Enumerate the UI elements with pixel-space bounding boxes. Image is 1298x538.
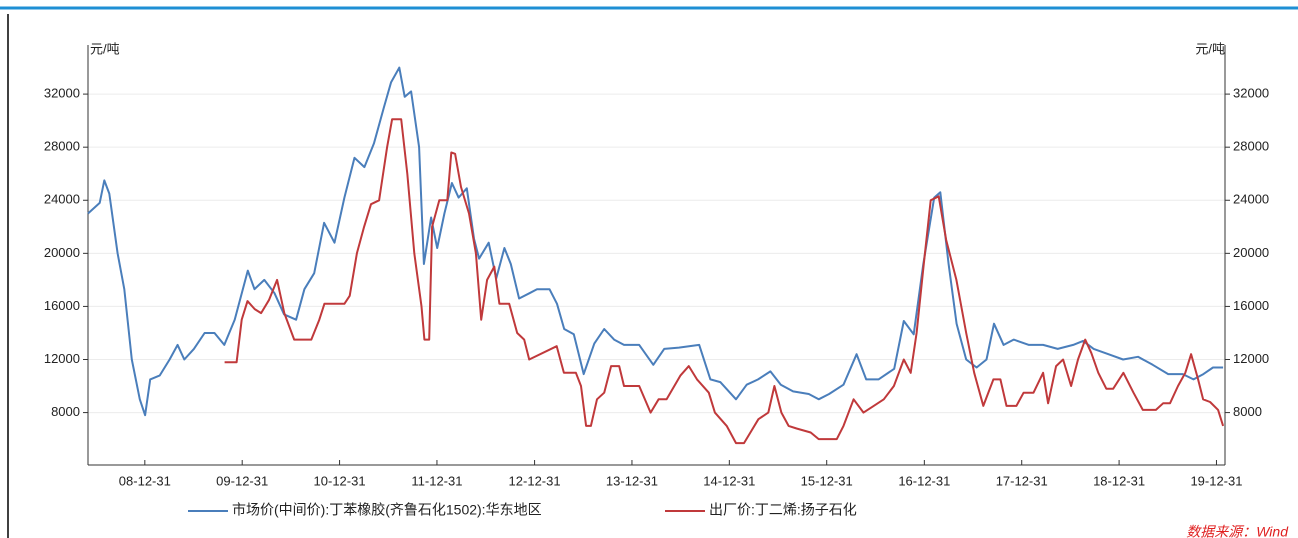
y2-tick-label: 16000 — [1233, 298, 1269, 313]
y-axis-label: 元/吨 — [90, 41, 120, 56]
x-tick-label: 16-12-31 — [898, 473, 950, 488]
x-tick-label: 15-12-31 — [801, 473, 853, 488]
y-tick-label: 16000 — [44, 298, 80, 313]
y2-tick-label: 8000 — [1233, 404, 1262, 419]
legend-label: 出厂价:丁二烯:扬子石化 — [709, 502, 857, 518]
legend-label: 市场价(中间价):丁苯橡胶(齐鲁石化1502):华东地区 — [232, 502, 542, 518]
y-tick-label: 28000 — [44, 139, 80, 154]
x-tick-label: 09-12-31 — [216, 473, 268, 488]
x-tick-label: 11-12-31 — [411, 473, 462, 488]
y-tick-label: 8000 — [51, 404, 80, 419]
y-tick-label: 12000 — [44, 351, 80, 366]
y-tick-label: 24000 — [44, 192, 80, 207]
y-tick-label: 32000 — [44, 86, 80, 101]
y2-tick-label: 32000 — [1233, 86, 1269, 101]
series-line — [87, 66, 1224, 417]
x-tick-label: 18-12-31 — [1093, 473, 1145, 488]
y2-axis-label: 元/吨 — [1195, 41, 1225, 56]
y-tick-label: 20000 — [44, 245, 80, 260]
y2-tick-label: 28000 — [1233, 139, 1269, 154]
x-tick-label: 12-12-31 — [509, 473, 561, 488]
x-tick-label: 08-12-31 — [119, 473, 171, 488]
source-note: 数据来源：Wind — [1186, 524, 1289, 538]
y2-tick-label: 24000 — [1233, 192, 1269, 207]
x-tick-label: 14-12-31 — [703, 473, 755, 488]
y2-tick-label: 12000 — [1233, 351, 1269, 366]
y2-tick-label: 20000 — [1233, 245, 1269, 260]
x-tick-label: 19-12-31 — [1190, 473, 1242, 488]
x-tick-label: 17-12-31 — [996, 473, 1048, 488]
x-tick-label: 10-12-31 — [314, 473, 366, 488]
series-line — [224, 118, 1225, 445]
x-tick-label: 13-12-31 — [606, 473, 658, 488]
